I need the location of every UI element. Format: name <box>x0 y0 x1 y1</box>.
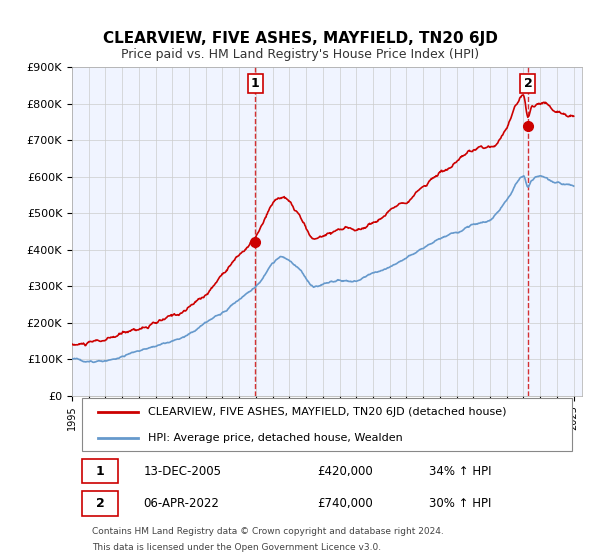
Text: Contains HM Land Registry data © Crown copyright and database right 2024.: Contains HM Land Registry data © Crown c… <box>92 527 444 536</box>
Text: This data is licensed under the Open Government Licence v3.0.: This data is licensed under the Open Gov… <box>92 543 382 552</box>
FancyBboxPatch shape <box>82 399 572 451</box>
Text: 06-APR-2022: 06-APR-2022 <box>143 497 219 510</box>
Text: 2: 2 <box>524 77 532 90</box>
FancyBboxPatch shape <box>82 491 118 516</box>
Text: 30% ↑ HPI: 30% ↑ HPI <box>429 497 491 510</box>
Text: £420,000: £420,000 <box>317 464 373 478</box>
Text: 2: 2 <box>95 497 104 510</box>
Text: 34% ↑ HPI: 34% ↑ HPI <box>429 464 491 478</box>
Text: 1: 1 <box>251 77 259 90</box>
Text: £740,000: £740,000 <box>317 497 373 510</box>
Text: CLEARVIEW, FIVE ASHES, MAYFIELD, TN20 6JD: CLEARVIEW, FIVE ASHES, MAYFIELD, TN20 6J… <box>103 31 497 46</box>
FancyBboxPatch shape <box>82 459 118 483</box>
Text: 13-DEC-2005: 13-DEC-2005 <box>143 464 221 478</box>
Text: HPI: Average price, detached house, Wealden: HPI: Average price, detached house, Weal… <box>149 432 403 442</box>
Text: Price paid vs. HM Land Registry's House Price Index (HPI): Price paid vs. HM Land Registry's House … <box>121 48 479 60</box>
Text: CLEARVIEW, FIVE ASHES, MAYFIELD, TN20 6JD (detached house): CLEARVIEW, FIVE ASHES, MAYFIELD, TN20 6J… <box>149 407 507 417</box>
Text: 1: 1 <box>95 464 104 478</box>
